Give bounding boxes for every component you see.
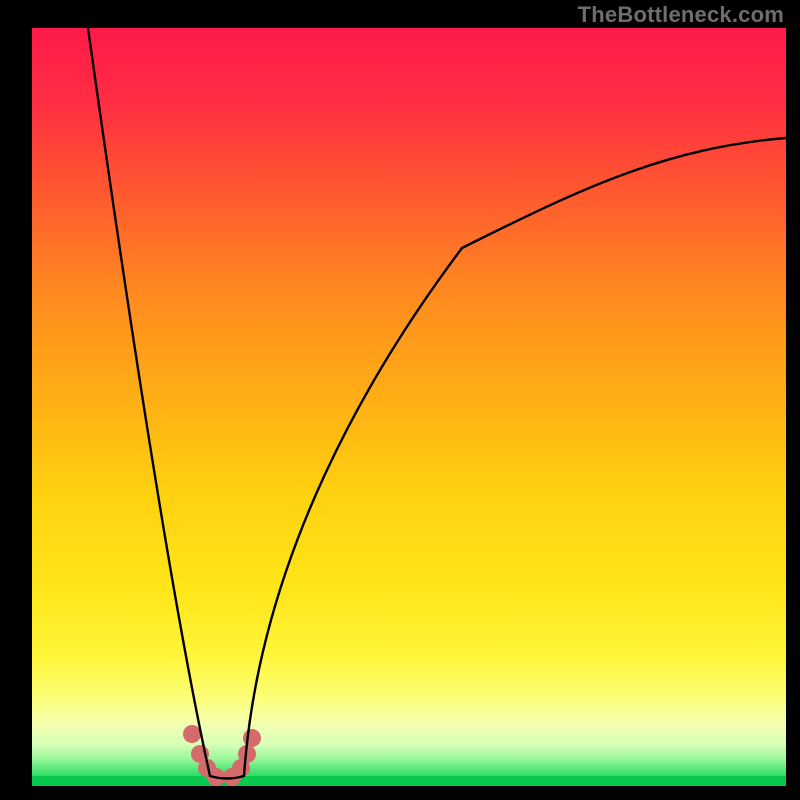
curve-layer	[32, 28, 786, 786]
plot-area	[32, 28, 786, 786]
curve-marker	[183, 725, 201, 743]
watermark-text: TheBottleneck.com	[578, 2, 784, 28]
chart-container: TheBottleneck.com	[0, 0, 800, 800]
bottleneck-curve	[88, 28, 786, 779]
marker-group	[183, 725, 261, 786]
